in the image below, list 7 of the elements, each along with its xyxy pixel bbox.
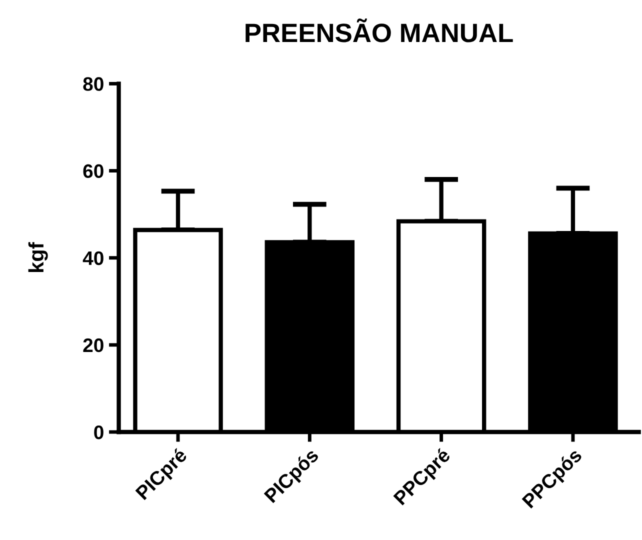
y-tick-label: 20 [83,338,104,352]
y-tick-label: 60 [83,164,104,178]
chart-title: PREENSÃO MANUAL [246,18,513,42]
y-axis-title: kgf [28,242,48,272]
y-tick-label: 0 [94,425,104,440]
y-tick-label: 40 [82,251,104,266]
y-tick-label: 80 [83,77,104,91]
